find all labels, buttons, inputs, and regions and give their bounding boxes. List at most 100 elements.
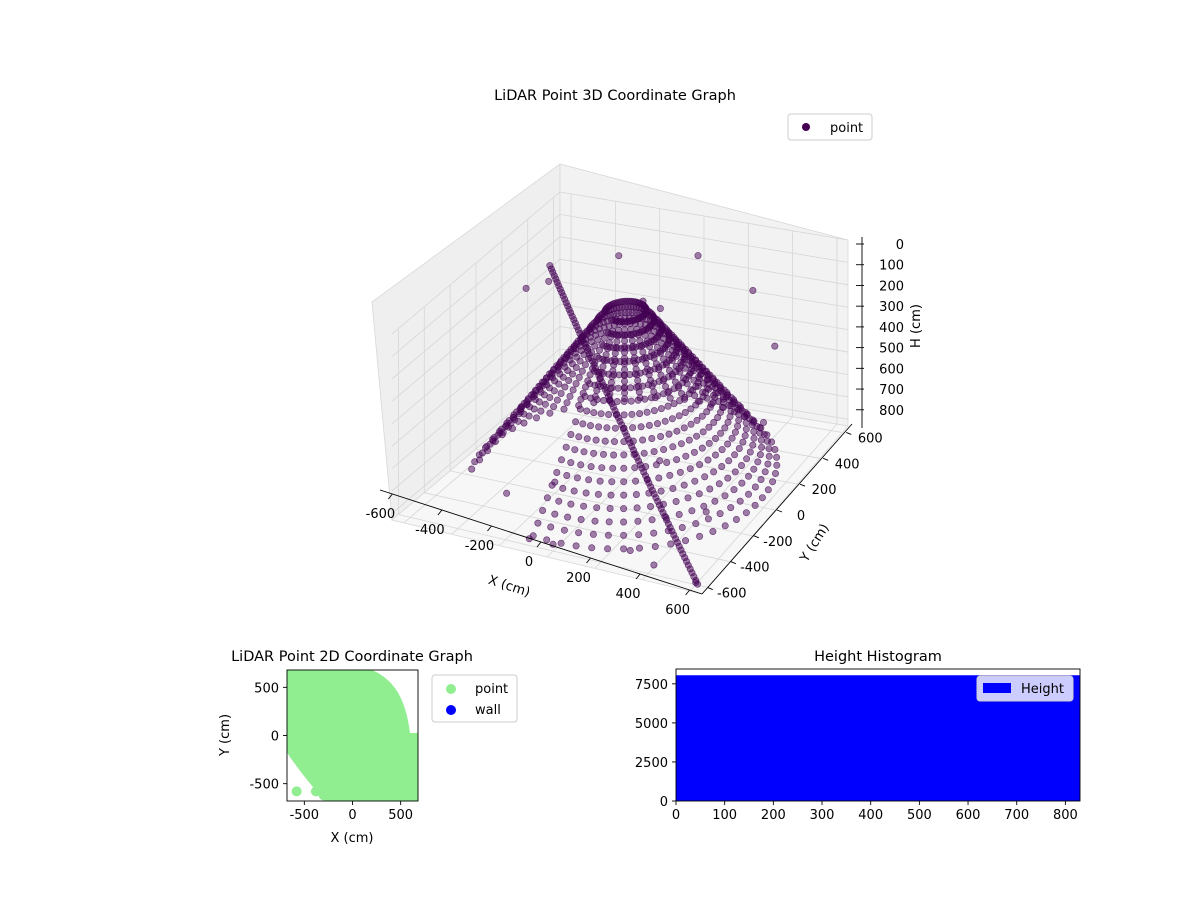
y-tick-label-histogram: 5000 xyxy=(635,717,668,732)
point-3d xyxy=(629,342,637,350)
x-tick-label-histogram: 300 xyxy=(810,808,835,823)
point-3d xyxy=(648,382,656,390)
point-3d xyxy=(728,434,736,442)
point-3d xyxy=(579,420,587,428)
point-3d xyxy=(586,371,594,379)
point-3d xyxy=(651,394,659,402)
point-3d xyxy=(656,304,664,312)
point-3d xyxy=(667,540,675,548)
point-3d xyxy=(607,491,615,499)
point-3d xyxy=(676,368,684,376)
point-3d xyxy=(657,405,665,413)
point-3d xyxy=(612,343,620,351)
point-3d xyxy=(640,354,648,362)
point-3d xyxy=(668,356,676,364)
x-tick-label-3d: 600 xyxy=(665,603,690,618)
point-3d xyxy=(731,428,739,436)
point-3d xyxy=(706,485,714,493)
point-3d xyxy=(763,431,771,439)
grid-line-z xyxy=(391,326,849,469)
x-tick-3d xyxy=(487,525,492,532)
point-3d xyxy=(563,399,571,407)
x-tick-label-2d: 0 xyxy=(348,808,356,823)
point-3d xyxy=(661,417,669,425)
point-3d xyxy=(680,424,688,432)
point-3d xyxy=(771,445,779,453)
point-3d xyxy=(621,383,629,391)
point-3d xyxy=(698,444,706,452)
grid-line-z xyxy=(391,213,849,357)
chart-histogram: Height Histogram 0 100 200 300 400 500 600 700 8… xyxy=(635,649,1081,823)
point-3d xyxy=(589,530,597,538)
point-3d xyxy=(668,372,676,380)
point-3d xyxy=(607,379,615,387)
point-3d xyxy=(581,361,589,369)
point-3d xyxy=(757,424,765,432)
point-3d xyxy=(631,464,639,472)
point-3d xyxy=(672,497,680,505)
point-3d xyxy=(643,365,651,373)
point-3d xyxy=(682,452,690,460)
point-3d xyxy=(546,409,554,417)
x-tick-3d xyxy=(685,589,690,596)
z-tick-label-3d: 0 xyxy=(896,238,904,253)
x-tick-label-3d: -400 xyxy=(415,523,445,538)
point-3d xyxy=(596,477,604,485)
point-3d xyxy=(578,367,586,375)
point-3d xyxy=(620,478,628,486)
point-3d xyxy=(681,395,689,403)
point-3d xyxy=(735,416,743,424)
z-tick-label-3d: 600 xyxy=(879,362,904,377)
point-3d xyxy=(657,339,665,347)
point-3d xyxy=(507,419,515,427)
point-3d xyxy=(586,422,594,430)
x-tick-3d xyxy=(635,573,641,580)
grid-line-z xyxy=(391,348,849,492)
point-3d xyxy=(669,484,677,492)
point-3d xyxy=(551,478,559,486)
point-3d xyxy=(575,373,583,381)
grid-line-z xyxy=(391,236,849,380)
point-3d xyxy=(605,339,613,347)
point-3d xyxy=(604,345,612,353)
point-3d xyxy=(773,453,781,461)
point-3d xyxy=(749,441,757,449)
point-3d xyxy=(693,416,701,424)
point-3d xyxy=(621,395,629,403)
point-3d xyxy=(666,394,674,402)
point-3d xyxy=(611,424,619,432)
point-3d xyxy=(687,420,695,428)
grid-line-y xyxy=(553,383,843,433)
point-3d xyxy=(604,531,612,539)
x-tick-label-histogram: 200 xyxy=(761,808,786,823)
point-3d xyxy=(656,457,664,465)
point-3d xyxy=(601,357,609,365)
point-3d xyxy=(531,391,539,399)
point-3d xyxy=(538,382,546,390)
point-3d xyxy=(675,510,683,518)
point-3d xyxy=(673,456,681,464)
point-3d xyxy=(695,490,703,498)
point-3d xyxy=(571,446,579,454)
point-3d xyxy=(650,448,658,456)
point-3d xyxy=(724,474,732,482)
point-3d xyxy=(715,480,723,488)
point-region-2d xyxy=(287,670,418,801)
point-3d xyxy=(614,332,622,340)
y-tick-label-2d: 500 xyxy=(254,681,279,696)
legend-2d-wall-label: wall xyxy=(475,703,501,718)
point-3d xyxy=(594,490,602,498)
point-3d xyxy=(645,371,653,379)
point-3d xyxy=(605,518,613,526)
point-3d xyxy=(660,445,668,453)
point-3d xyxy=(687,386,695,394)
point-3d xyxy=(522,284,530,292)
point-3d xyxy=(551,510,559,518)
y-tick-3d xyxy=(730,561,737,565)
point-3d xyxy=(503,489,511,497)
point-3d xyxy=(601,307,609,315)
point-3d xyxy=(761,468,769,476)
point-3d xyxy=(739,438,747,446)
z-tick-label-3d: 500 xyxy=(879,342,904,357)
x-tick-label-histogram: 400 xyxy=(858,808,883,823)
